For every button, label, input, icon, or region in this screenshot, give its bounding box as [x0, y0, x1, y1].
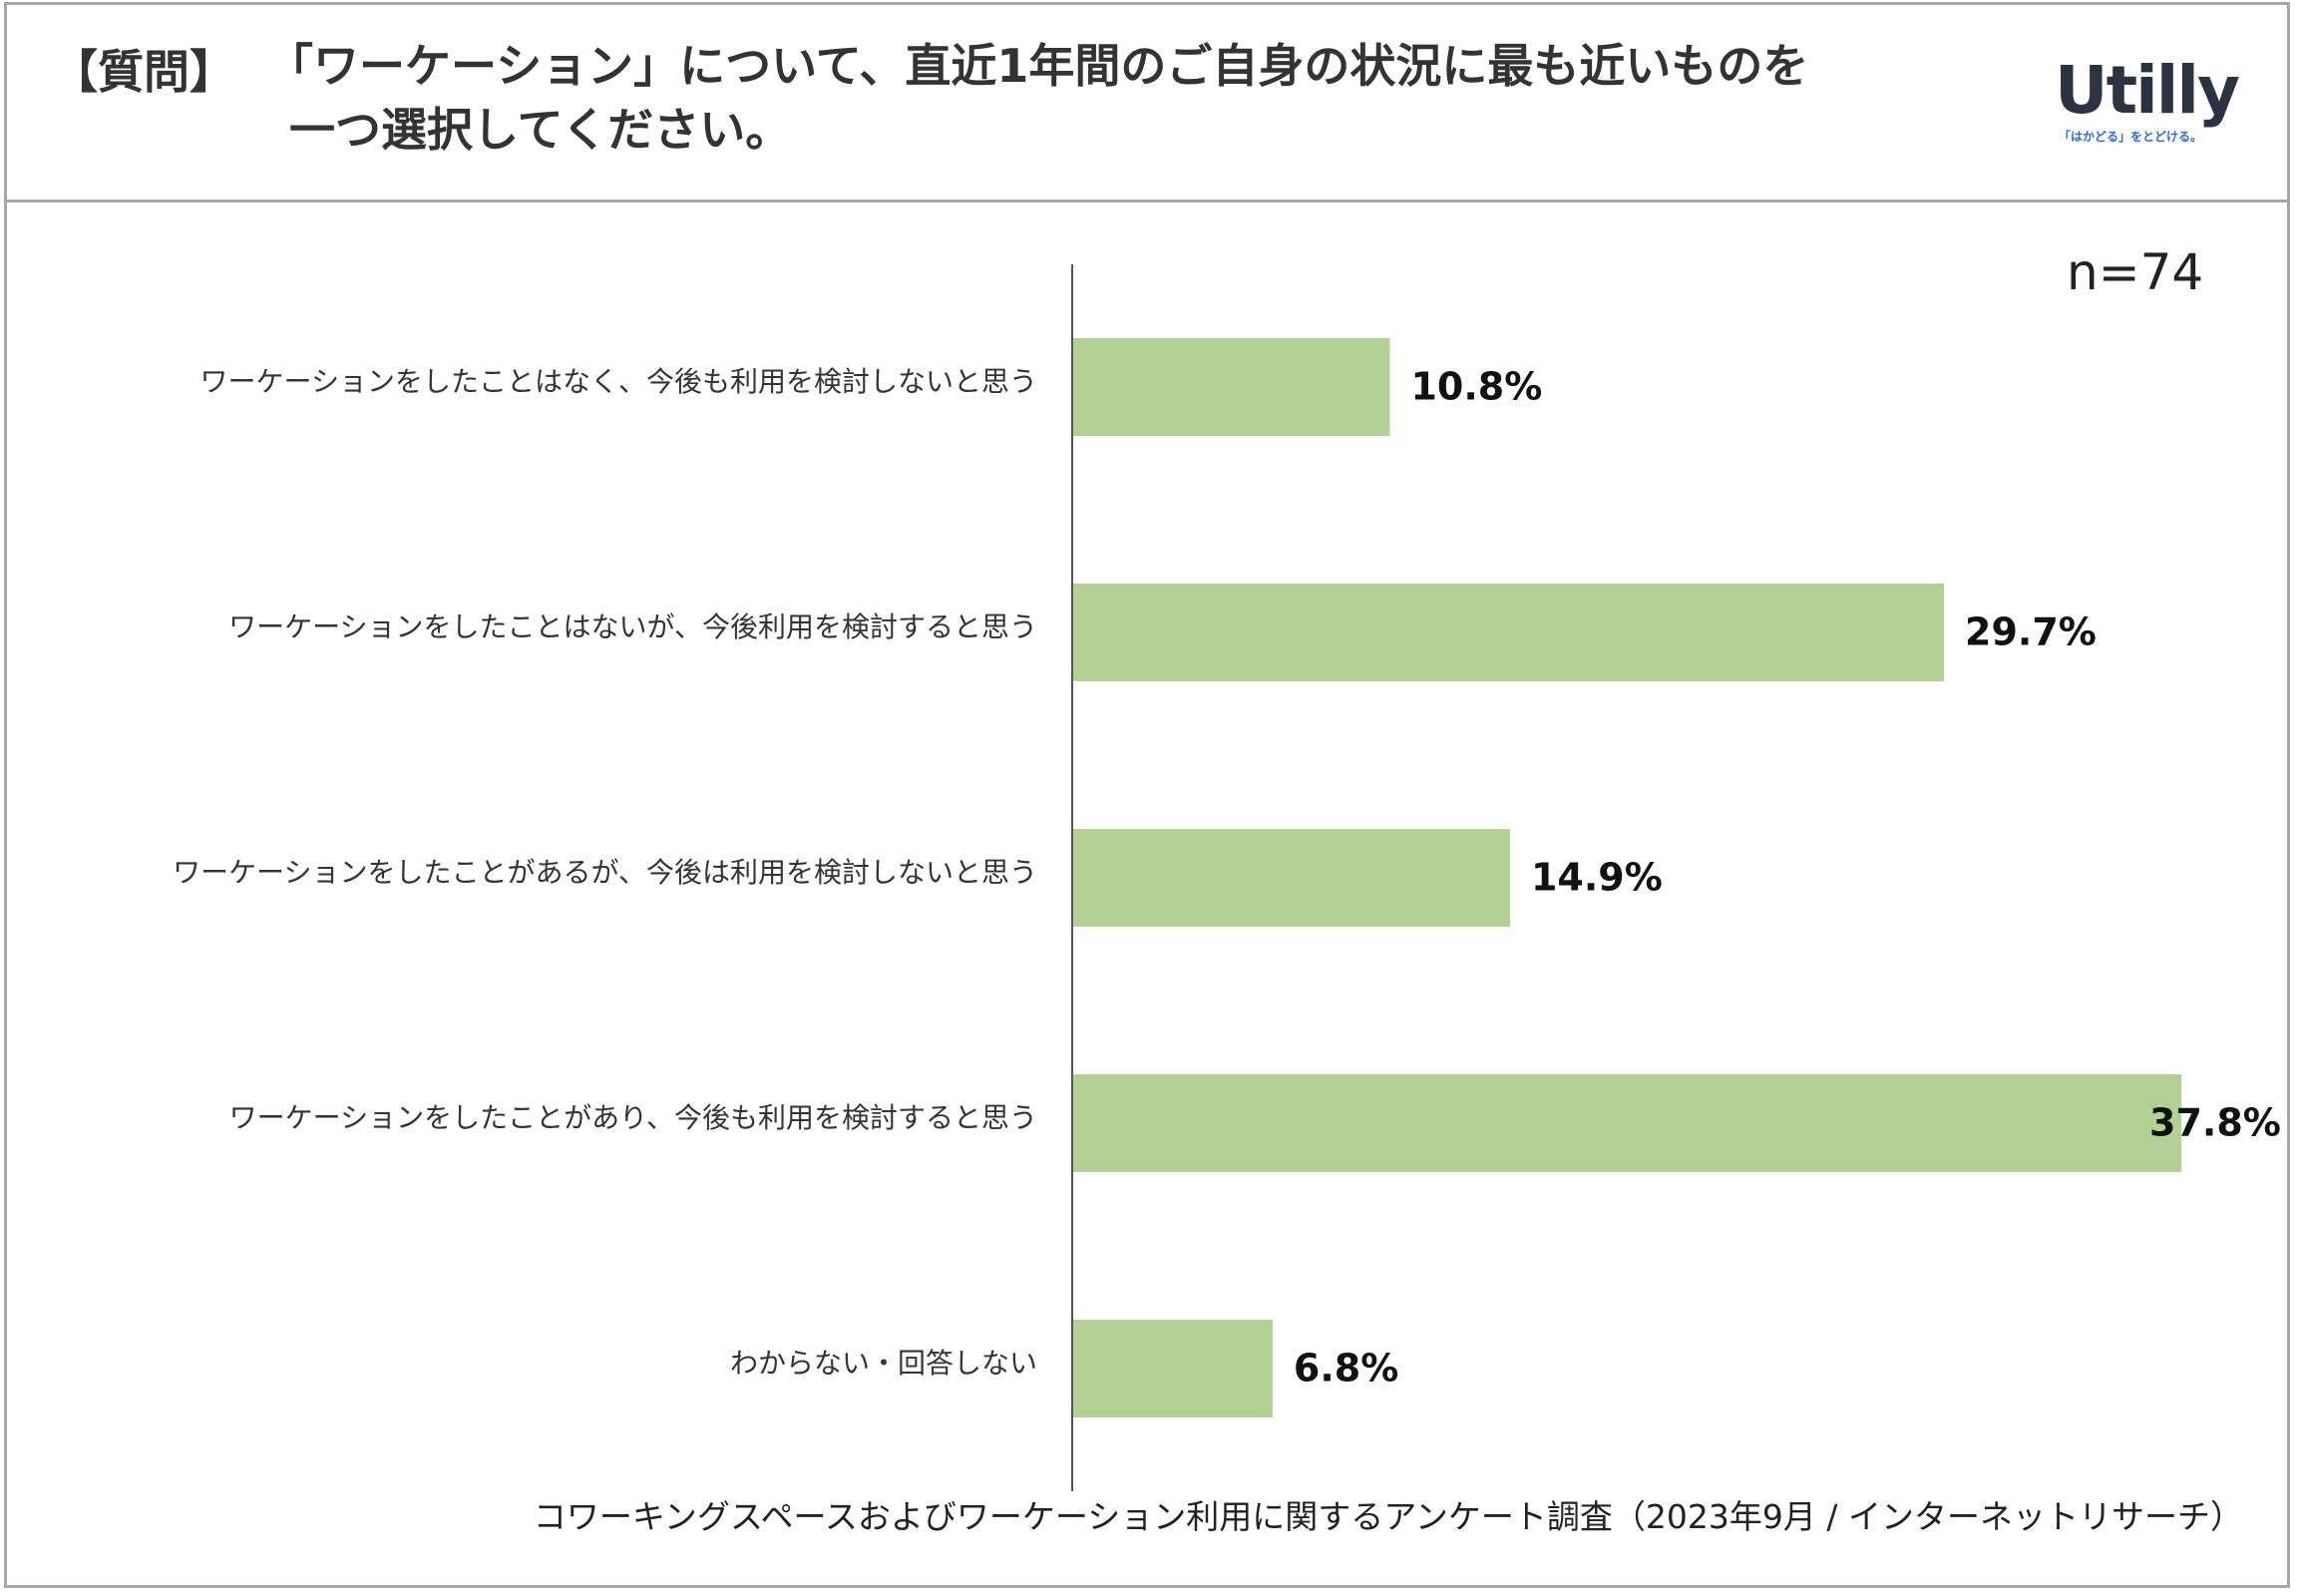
sample-size-label: n=74	[2067, 243, 2204, 301]
logo-wordmark: Utilly	[2055, 52, 2240, 129]
bar-2	[1073, 584, 1945, 681]
bar-3	[1073, 829, 1510, 927]
question-tag: 【質問】	[52, 45, 235, 99]
category-label-2: ワーケーションをしたことはないが、今後利用を検討すると思う	[228, 610, 1037, 643]
source-footer: コワーキングスペースおよびワーケーション利用に関するアンケート調査（2023年9…	[533, 1497, 2243, 1536]
question-title-line2: 一つ選択してください。	[289, 103, 792, 157]
value-label-5: 6.8%	[1294, 1347, 1398, 1391]
question-title-line1: 「ワーケーション」について、直近1年間のご自身の状況に最も近いものを	[267, 39, 1809, 93]
category-label-3: ワーケーションをしたことがあるが、今後は利用を検討しないと思う	[173, 856, 1037, 889]
category-label-4: ワーケーションをしたことがあり、今後も利用を検討すると思う	[229, 1101, 1037, 1134]
value-label-3: 14.9%	[1531, 856, 1663, 900]
value-label-4: 37.8%	[2149, 1101, 2281, 1145]
header-divider	[4, 200, 2290, 202]
bar-1	[1073, 338, 1390, 436]
outer-frame	[4, 2, 2290, 1588]
utilly-logo: Utilly 「はかどる」をとどける。	[2055, 54, 2244, 154]
question-title: 「ワーケーション」について、直近1年間のご自身の状況に最も近いものを 一つ選択し…	[267, 34, 2023, 162]
category-label-1: ワーケーションをしたことはなく、今後も利用を検討しないと思う	[200, 365, 1037, 398]
value-label-2: 29.7%	[1965, 610, 2097, 654]
bar-5	[1073, 1320, 1273, 1417]
category-label-5: わからない・回答しない	[730, 1347, 1037, 1380]
logo-tagline: 「はかどる」をとどける。	[2059, 130, 2203, 144]
value-label-1: 10.8%	[1410, 365, 1542, 409]
bar-4	[1073, 1074, 2182, 1172]
